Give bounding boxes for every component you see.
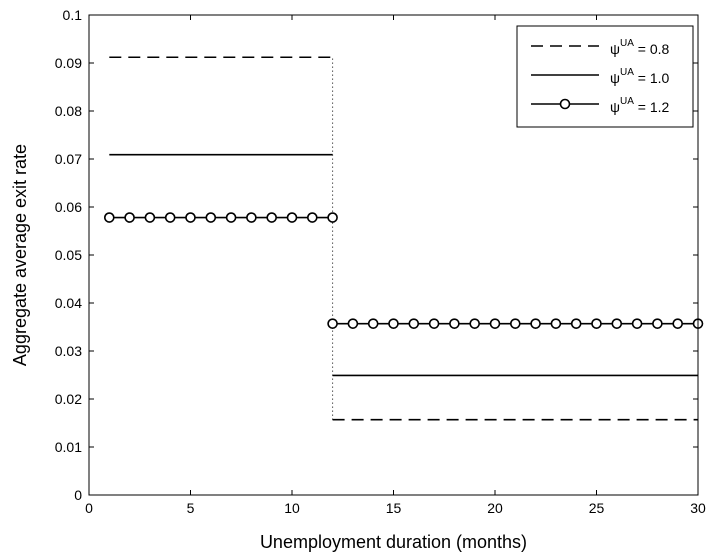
x-tick-label: 25: [589, 500, 605, 516]
x-axis-label: Unemployment duration (months): [260, 532, 527, 552]
legend-value: = 1.2: [634, 99, 670, 115]
series-3-point: [306, 212, 318, 223]
legend-symbol: ψ: [610, 41, 620, 57]
legend-superscript: UA: [620, 96, 634, 107]
series-3-point: [225, 212, 237, 223]
x-tick-label: 30: [690, 500, 706, 516]
series-3-point: [144, 212, 156, 223]
series-3-point: [408, 318, 420, 329]
legend-label-2: ψUA = 1.0: [610, 67, 670, 86]
y-tick-label: 0.02: [55, 391, 82, 407]
series-3-point: [286, 212, 298, 223]
y-tick-label: 0: [74, 487, 82, 503]
x-tick-label: 10: [284, 500, 300, 516]
series-3-point: [509, 318, 521, 329]
x-tick-label: 20: [487, 500, 503, 516]
y-tick-label: 0.07: [55, 151, 82, 167]
x-tick-label: 5: [187, 500, 195, 516]
series-3-point: [652, 318, 663, 329]
series-3-point: [550, 318, 562, 329]
y-tick-label: 0.05: [55, 247, 82, 263]
series-3-point: [185, 212, 196, 223]
series-3-point: [367, 318, 379, 329]
y-tick-label: 0.04: [55, 295, 82, 311]
series-3-point: [469, 318, 481, 329]
legend-label-3: ψUA = 1.2: [610, 96, 670, 115]
legend-box: [516, 25, 694, 128]
series-3-point: [489, 318, 501, 329]
series-3-point: [104, 212, 115, 223]
x-tick-label: 0: [85, 500, 93, 516]
legend-label-1: ψUA = 0.8: [610, 38, 670, 57]
series-3-point: [266, 212, 278, 223]
y-tick-label: 0.01: [55, 439, 82, 455]
y-tick-label: 0.06: [55, 199, 82, 215]
series-3-point: [631, 318, 643, 329]
y-tick-label: 0.08: [55, 103, 82, 119]
series-3-point: [570, 318, 582, 329]
series-3-point: [327, 212, 338, 223]
legend-symbol: ψ: [610, 99, 620, 115]
y-tick-label: 0.03: [55, 343, 82, 359]
x-tick-label: 15: [386, 500, 402, 516]
legend-marker: [559, 98, 571, 110]
series-3-point: [347, 318, 359, 329]
series-3-point: [388, 318, 399, 329]
legend-superscript: UA: [620, 67, 634, 78]
series-3-point: [164, 212, 176, 223]
series-3-point: [246, 212, 257, 223]
series-3-point: [449, 318, 460, 329]
y-tick-label: 0.1: [63, 7, 83, 23]
y-axis-label: Aggregate average exit rate: [10, 144, 30, 366]
legend-value: = 0.8: [634, 41, 670, 57]
legend-superscript: UA: [620, 38, 634, 49]
series-3-point: [672, 318, 684, 329]
y-axis-ticks: 0 0.01 0.02 0.03 0.04 0.05 0.06 0.07 0.08 0.09 0.1: [55, 7, 698, 503]
legend-symbol: ψ: [610, 70, 620, 86]
series-3-point: [428, 318, 440, 329]
series-3-point: [124, 212, 135, 223]
series-3-point: [530, 318, 541, 329]
data-layer: [104, 56, 704, 421]
y-tick-label: 0.09: [55, 55, 82, 71]
series-3-point: [205, 212, 217, 223]
series-3-point: [611, 318, 623, 329]
series-3-point: [327, 318, 338, 329]
series-3-point: [591, 318, 602, 329]
x-axis-ticks: 0 5 10 15 20 25 30: [85, 15, 706, 516]
legend-value: = 1.0: [634, 70, 670, 86]
